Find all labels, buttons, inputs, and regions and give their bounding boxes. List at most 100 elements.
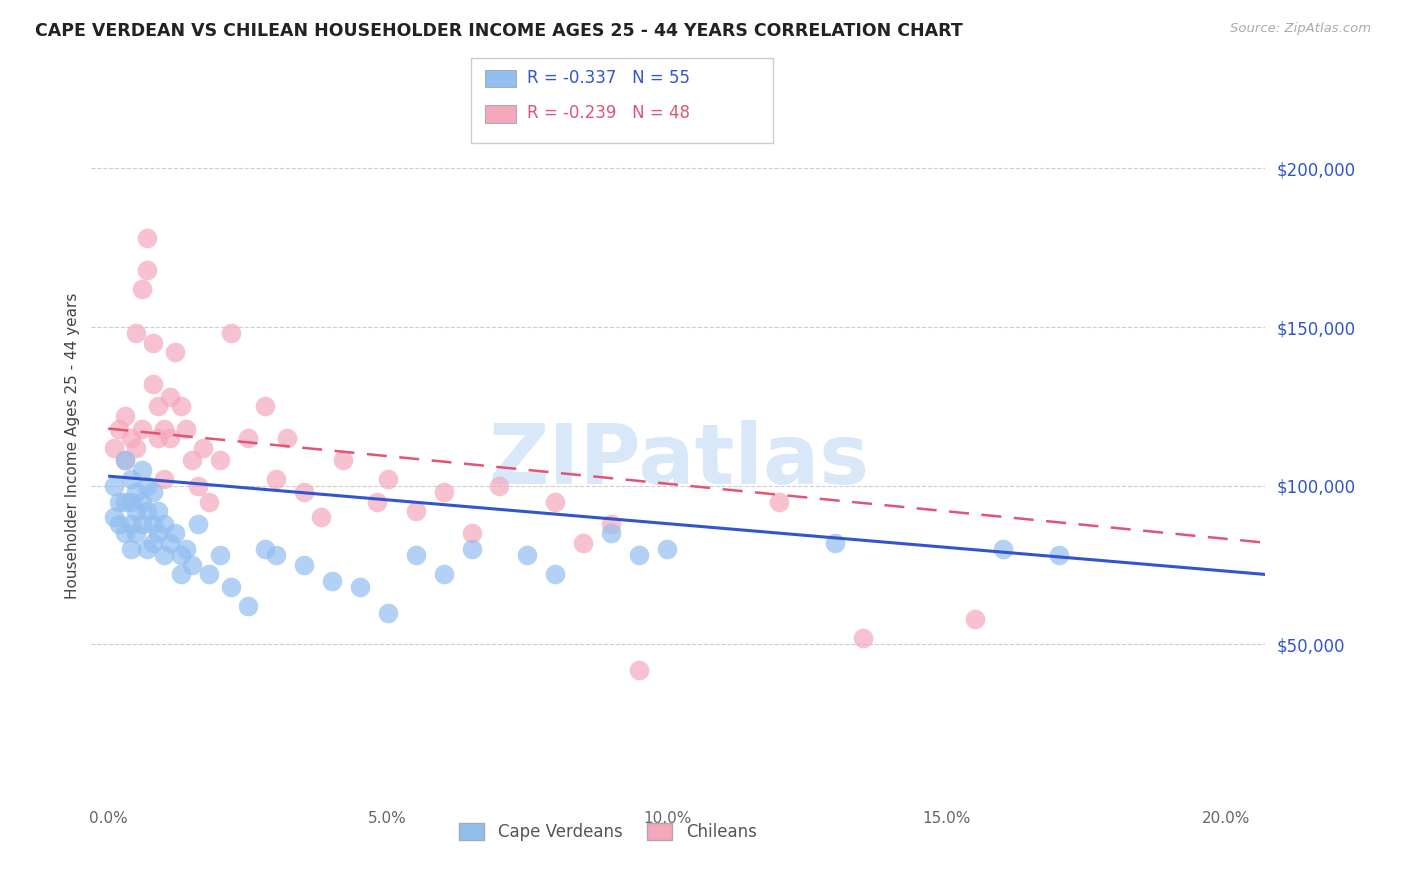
Point xyxy=(253,542,276,557)
Point xyxy=(628,663,651,677)
Text: R = -0.239   N = 48: R = -0.239 N = 48 xyxy=(527,104,690,122)
Point xyxy=(125,485,148,500)
Point xyxy=(176,542,198,557)
Text: R = -0.337   N = 55: R = -0.337 N = 55 xyxy=(527,69,690,87)
Point xyxy=(136,542,159,557)
Point xyxy=(208,549,231,563)
Point xyxy=(1047,549,1070,563)
Point xyxy=(148,504,170,518)
Point xyxy=(148,400,170,414)
Point xyxy=(276,431,298,445)
Point xyxy=(170,567,193,582)
Point xyxy=(131,516,153,531)
Point xyxy=(136,263,159,277)
Point xyxy=(236,431,259,445)
Point xyxy=(165,526,187,541)
Point xyxy=(516,549,538,563)
Text: CAPE VERDEAN VS CHILEAN HOUSEHOLDER INCOME AGES 25 - 44 YEARS CORRELATION CHART: CAPE VERDEAN VS CHILEAN HOUSEHOLDER INCO… xyxy=(35,22,963,40)
Point xyxy=(142,335,165,350)
Point xyxy=(852,631,875,645)
Point xyxy=(108,494,131,508)
Point xyxy=(460,542,482,557)
Point xyxy=(309,510,332,524)
Point xyxy=(148,526,170,541)
Point xyxy=(153,516,176,531)
Point xyxy=(108,421,131,435)
Point xyxy=(176,421,198,435)
Point xyxy=(264,549,287,563)
Point xyxy=(131,463,153,477)
Point xyxy=(103,478,125,492)
Point xyxy=(600,516,623,531)
Point xyxy=(824,535,846,549)
Point xyxy=(572,535,595,549)
Point xyxy=(142,516,165,531)
Point xyxy=(544,494,567,508)
Point xyxy=(125,441,148,455)
Point xyxy=(657,542,679,557)
Point xyxy=(136,231,159,245)
Point xyxy=(377,606,399,620)
Point xyxy=(963,612,986,626)
Point xyxy=(292,485,315,500)
Point xyxy=(292,558,315,572)
Point xyxy=(114,409,136,423)
Point xyxy=(264,472,287,486)
Point xyxy=(120,516,142,531)
Point xyxy=(142,377,165,392)
Point xyxy=(332,453,354,467)
Point xyxy=(142,485,165,500)
Point xyxy=(142,535,165,549)
Point xyxy=(125,526,148,541)
Point xyxy=(628,549,651,563)
Point xyxy=(187,516,209,531)
Point xyxy=(170,549,193,563)
Point xyxy=(236,599,259,614)
Point xyxy=(120,472,142,486)
Text: ZIPatlas: ZIPatlas xyxy=(488,420,869,500)
Point xyxy=(114,453,136,467)
Point xyxy=(153,421,176,435)
Point xyxy=(321,574,343,588)
Point xyxy=(170,400,193,414)
Point xyxy=(125,326,148,341)
Point xyxy=(187,478,209,492)
Point xyxy=(193,441,215,455)
Point xyxy=(159,535,181,549)
Point xyxy=(131,421,153,435)
Point xyxy=(114,494,136,508)
Point xyxy=(219,580,242,594)
Point xyxy=(181,453,204,467)
Point xyxy=(148,431,170,445)
Point xyxy=(433,567,456,582)
Point xyxy=(131,282,153,296)
Point xyxy=(181,558,204,572)
Point xyxy=(136,478,159,492)
Point xyxy=(120,431,142,445)
Legend: Cape Verdeans, Chileans: Cape Verdeans, Chileans xyxy=(453,816,763,848)
Point xyxy=(253,400,276,414)
Point xyxy=(544,567,567,582)
Point xyxy=(103,441,125,455)
Point xyxy=(366,494,388,508)
Point xyxy=(377,472,399,486)
Point xyxy=(108,516,131,531)
Y-axis label: Householder Income Ages 25 - 44 years: Householder Income Ages 25 - 44 years xyxy=(65,293,80,599)
Point xyxy=(405,504,427,518)
Point xyxy=(114,526,136,541)
Point xyxy=(165,345,187,359)
Point xyxy=(197,494,219,508)
Text: Source: ZipAtlas.com: Source: ZipAtlas.com xyxy=(1230,22,1371,36)
Point xyxy=(460,526,482,541)
Point xyxy=(219,326,242,341)
Point xyxy=(488,478,510,492)
Point xyxy=(768,494,790,508)
Point xyxy=(433,485,456,500)
Point xyxy=(114,453,136,467)
Point xyxy=(405,549,427,563)
Point xyxy=(153,472,176,486)
Point xyxy=(208,453,231,467)
Point xyxy=(103,510,125,524)
Point xyxy=(131,494,153,508)
Point xyxy=(136,504,159,518)
